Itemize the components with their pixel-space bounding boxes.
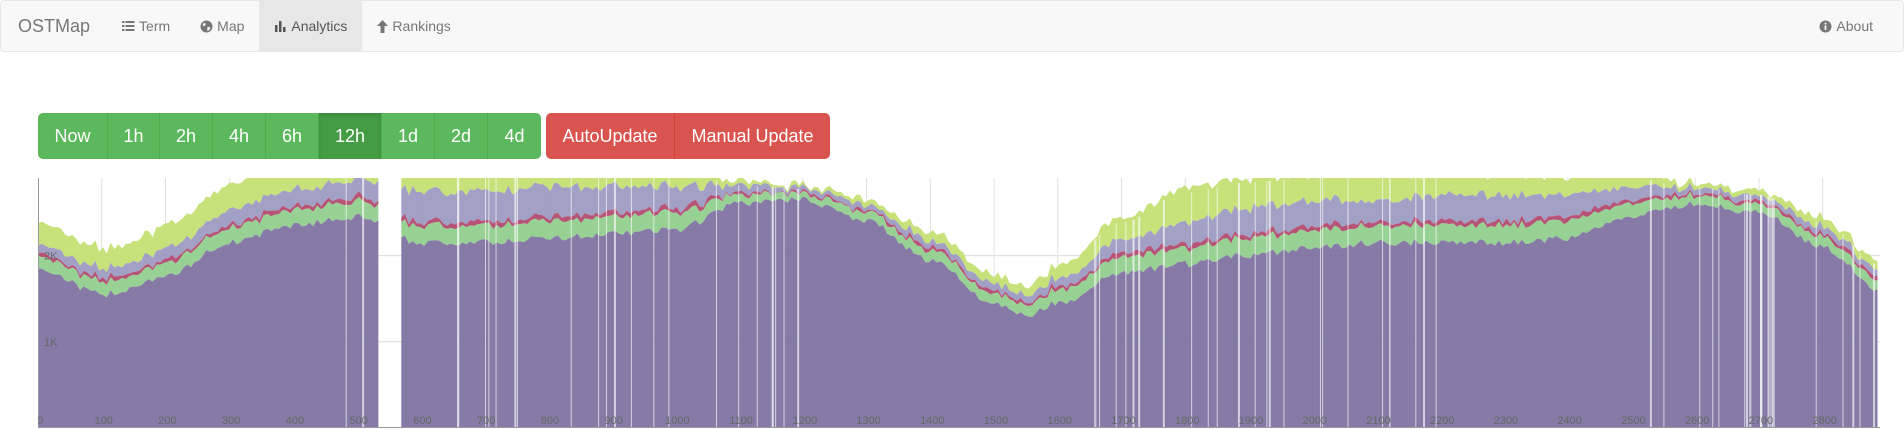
bar-chart-icon [274, 20, 287, 32]
nav-map[interactable]: Map [185, 1, 259, 51]
x-tick-label: 1500 [984, 415, 1008, 427]
y-tick-label: 1K [44, 337, 58, 349]
series-area-2 [401, 188, 1878, 307]
nav-rankings[interactable]: Rankings [362, 1, 465, 51]
nav-spacer [466, 1, 1805, 51]
x-tick-label: 900 [604, 415, 622, 427]
series-area-3 [38, 178, 379, 282]
auto-update-button[interactable]: AutoUpdate [546, 113, 675, 159]
time-range-group: Now 1h 2h 4h 6h 12h 1d 2d 4d [38, 113, 541, 159]
x-tick-label: 1200 [793, 415, 817, 427]
series-area-4 [38, 178, 379, 272]
x-tick-label: 1800 [1175, 415, 1199, 427]
nav-about[interactable]: About [1804, 1, 1903, 51]
brand-logo[interactable]: OSTMap [18, 15, 91, 36]
x-tick-label: 2100 [1366, 415, 1390, 427]
time-now-button[interactable]: Now [38, 113, 108, 159]
x-tick-label: 2700 [1749, 415, 1773, 427]
nav-map-label: Map [217, 18, 245, 34]
x-tick-label: 2400 [1557, 415, 1581, 427]
info-circle-icon [1819, 20, 1832, 33]
x-tick-label: 700 [477, 415, 495, 427]
chart-axes: 0 100 200 300 400 500 600 700 800 900 1000 1100 1200… [38, 178, 1880, 428]
time-4h-button[interactable]: 4h [213, 113, 266, 159]
x-tick-label: 1000 [665, 415, 689, 427]
top-navbar: OSTMap Term Map [0, 0, 1904, 52]
chart-spike-lines [345, 178, 1876, 428]
x-tick-label: 2000 [1302, 415, 1326, 427]
arrow-up-icon [377, 19, 389, 33]
time-12h-button[interactable]: 12h [319, 113, 382, 159]
x-tick-label: 500 [350, 415, 368, 427]
x-tick-label: 300 [222, 415, 240, 427]
update-group: AutoUpdate Manual Update [546, 113, 830, 159]
x-tick-label: 1400 [920, 415, 944, 427]
x-tick-label: 1100 [729, 415, 753, 427]
nav-term-label: Term [139, 18, 171, 34]
x-tick-label: 2500 [1621, 415, 1645, 427]
series-area-1 [38, 197, 379, 298]
series-area-4 [401, 178, 1878, 297]
x-tick-label: 2600 [1685, 415, 1709, 427]
x-tick-label: 1900 [1239, 415, 1263, 427]
list-icon [122, 20, 135, 32]
x-tick-label: 1700 [1111, 415, 1135, 427]
nav-term[interactable]: Term [107, 1, 185, 51]
x-tick-label: 0 [38, 415, 43, 427]
y-tick-label: 2K [44, 251, 58, 263]
time-2d-button[interactable]: 2d [435, 113, 488, 159]
time-6h-button[interactable]: 6h [266, 113, 319, 159]
series-area-0 [38, 213, 379, 428]
x-tick-label: 100 [95, 415, 113, 427]
x-tick-label: 2300 [1494, 415, 1518, 427]
stacked-area-chart: 0 100 200 300 400 500 600 700 800 900 1000 1100 1200… [38, 178, 1880, 428]
series-area-1 [401, 190, 1878, 317]
manual-update-button[interactable]: Manual Update [675, 113, 830, 159]
nav-analytics-label: Analytics [291, 18, 348, 34]
x-tick-label: 1600 [1048, 415, 1072, 427]
x-tick-label: 400 [286, 415, 304, 427]
x-tick-label: 600 [413, 415, 431, 427]
x-tick-label: 800 [541, 415, 559, 427]
nav-about-label: About [1836, 18, 1873, 34]
chart-areas [38, 178, 1878, 428]
series-area-2 [38, 191, 379, 285]
x-tick-label: 1300 [856, 415, 880, 427]
time-4d-button[interactable]: 4d [488, 113, 541, 159]
nav-rankings-label: Rankings [392, 18, 451, 34]
x-tick-label: 2800 [1812, 415, 1836, 427]
globe-icon [200, 20, 213, 33]
time-2h-button[interactable]: 2h [160, 113, 213, 159]
x-tick-label: 200 [158, 415, 176, 427]
x-tick-label: 2200 [1430, 415, 1454, 427]
time-range-toolbar: Now 1h 2h 4h 6h 12h 1d 2d 4d AutoUpdate … [38, 113, 830, 159]
time-1d-button[interactable]: 1d [382, 113, 435, 159]
nav-analytics[interactable]: Analytics [259, 1, 363, 51]
time-1h-button[interactable]: 1h [108, 113, 160, 159]
analytics-chart: 0 100 200 300 400 500 600 700 800 900 1000 1100 1200… [38, 178, 1880, 430]
